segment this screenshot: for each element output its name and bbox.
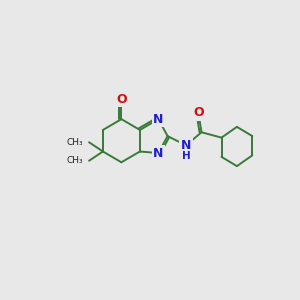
Text: N: N <box>153 146 164 160</box>
Text: H: H <box>182 151 190 161</box>
Text: CH₃: CH₃ <box>66 156 83 165</box>
Text: N: N <box>181 139 191 152</box>
Text: N: N <box>153 113 164 126</box>
Text: CH₃: CH₃ <box>66 138 83 147</box>
Text: O: O <box>193 106 204 119</box>
Text: O: O <box>116 93 127 106</box>
